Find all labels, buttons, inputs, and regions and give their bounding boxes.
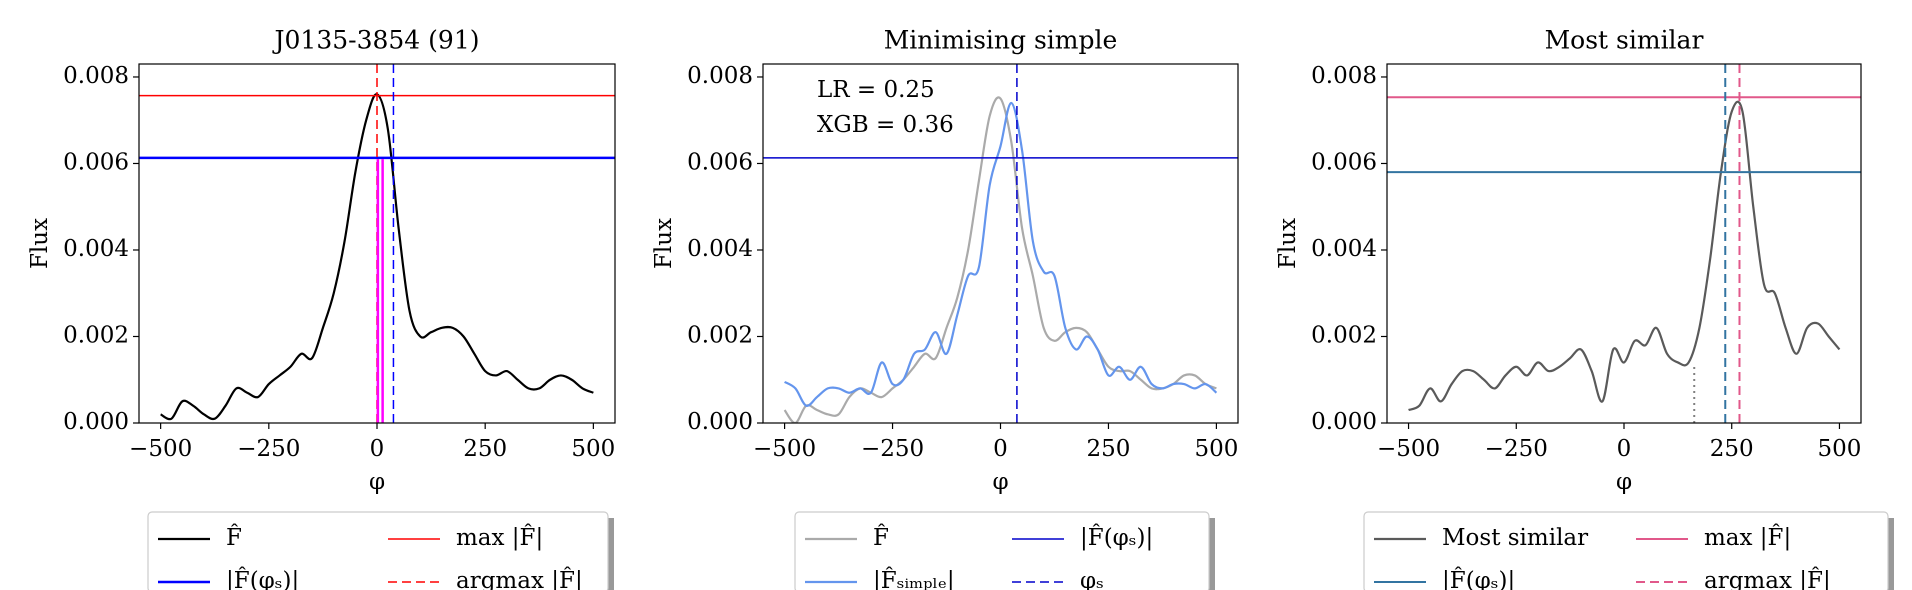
- legend-label: F̂: [226, 525, 242, 551]
- y-tick-label: 0.006: [687, 149, 753, 175]
- x-tick-label: −250: [1485, 436, 1548, 462]
- chart-title: J0135-3854 (91): [272, 26, 480, 55]
- series-line: [784, 101, 1218, 407]
- x-axis-label: φ: [992, 469, 1008, 495]
- subplot: J0135-3854 (91) φ Flux 0.000 0.002 0.004 0.006…: [27, 26, 616, 590]
- chart-title: Minimising simple: [884, 26, 1118, 55]
- y-tick-label: 0.004: [63, 236, 129, 262]
- x-tick-label: 500: [1818, 436, 1862, 462]
- series-line: [1408, 100, 1841, 412]
- x-tick-label: 0: [993, 436, 1008, 462]
- chart-title: Most similar: [1545, 26, 1704, 55]
- x-tick-label: −250: [861, 436, 924, 462]
- x-tick-label: 250: [1087, 436, 1131, 462]
- x-tick-label: 0: [1617, 436, 1632, 462]
- x-tick-label: 250: [1710, 436, 1754, 462]
- x-tick-label: 250: [463, 436, 507, 462]
- x-tick-label: −500: [1377, 436, 1440, 462]
- x-tick-label: 0: [370, 436, 385, 462]
- y-tick-label: 0.004: [1311, 236, 1377, 262]
- y-tick-label: 0.008: [687, 63, 753, 89]
- legend-label: argmax |F̂|: [456, 568, 583, 590]
- axes-frame: [1386, 63, 1862, 424]
- legend: F̂ |F̂ₛᵢₘₚₗₑ| |F̂(φₛ)| φₛ: [794, 511, 1215, 590]
- legend-label: |F̂(φₛ)|: [1080, 525, 1153, 551]
- x-tick-label: 500: [1194, 436, 1238, 462]
- legend: F̂ |F̂(φₛ)| max |F̂| argmax |F̂|: [147, 511, 614, 590]
- plot-area: [139, 64, 615, 423]
- legend-label: Most similar: [1442, 525, 1588, 551]
- y-tick-label: 0.000: [63, 409, 129, 435]
- x-tick-label: −250: [237, 436, 300, 462]
- x-axis-label: φ: [369, 469, 385, 495]
- legend-label: max |F̂|: [456, 525, 543, 551]
- annotation: XGB = 0.36: [817, 112, 954, 138]
- annotation: LR = 0.25: [817, 77, 935, 103]
- axes-frame: [762, 63, 1239, 424]
- legend-label: argmax |F̂|: [1704, 568, 1831, 590]
- x-axis-label: φ: [1616, 469, 1632, 495]
- legend-box: [794, 511, 1210, 590]
- y-tick-label: 0.002: [1311, 322, 1377, 348]
- subplot: Most similar φ Flux 0.000 0.002 0.004 0.006 0.0…: [1275, 26, 1894, 590]
- y-tick-label: 0.008: [1311, 63, 1377, 89]
- legend-label: |F̂ₛᵢₘₚₗₑ|: [873, 568, 955, 590]
- legend: Most similar |F̂(φₛ)| max |F̂| argmax |F̂|: [1363, 511, 1894, 590]
- plot-area: [763, 64, 1238, 423]
- subplot: Minimising simple φ Flux 0.000 0.002 0.004 0.0…: [651, 26, 1239, 590]
- y-tick-label: 0.002: [687, 322, 753, 348]
- y-axis-label: Flux: [1275, 218, 1301, 269]
- legend-label: |F̂(φₛ)|: [226, 568, 299, 590]
- y-tick-label: 0.006: [63, 149, 129, 175]
- y-tick-label: 0.002: [63, 322, 129, 348]
- legend-label: max |F̂|: [1704, 525, 1791, 551]
- plot-area: [1387, 64, 1861, 423]
- y-axis-label: Flux: [651, 218, 677, 269]
- y-tick-label: 0.000: [1311, 409, 1377, 435]
- y-tick-label: 0.008: [63, 63, 129, 89]
- y-tick-label: 0.006: [1311, 149, 1377, 175]
- x-tick-label: −500: [129, 436, 192, 462]
- y-tick-label: 0.000: [687, 409, 753, 435]
- y-axis-label: Flux: [27, 218, 53, 269]
- legend-box: [147, 511, 609, 590]
- y-tick-label: 0.004: [687, 236, 753, 262]
- x-tick-label: −500: [753, 436, 816, 462]
- legend-label: F̂: [873, 525, 889, 551]
- legend-label: φₛ: [1080, 568, 1104, 590]
- legend-label: |F̂(φₛ)|: [1442, 568, 1515, 590]
- x-tick-label: 500: [571, 436, 615, 462]
- legend-box: [1363, 511, 1889, 590]
- axes-frame: [138, 63, 616, 424]
